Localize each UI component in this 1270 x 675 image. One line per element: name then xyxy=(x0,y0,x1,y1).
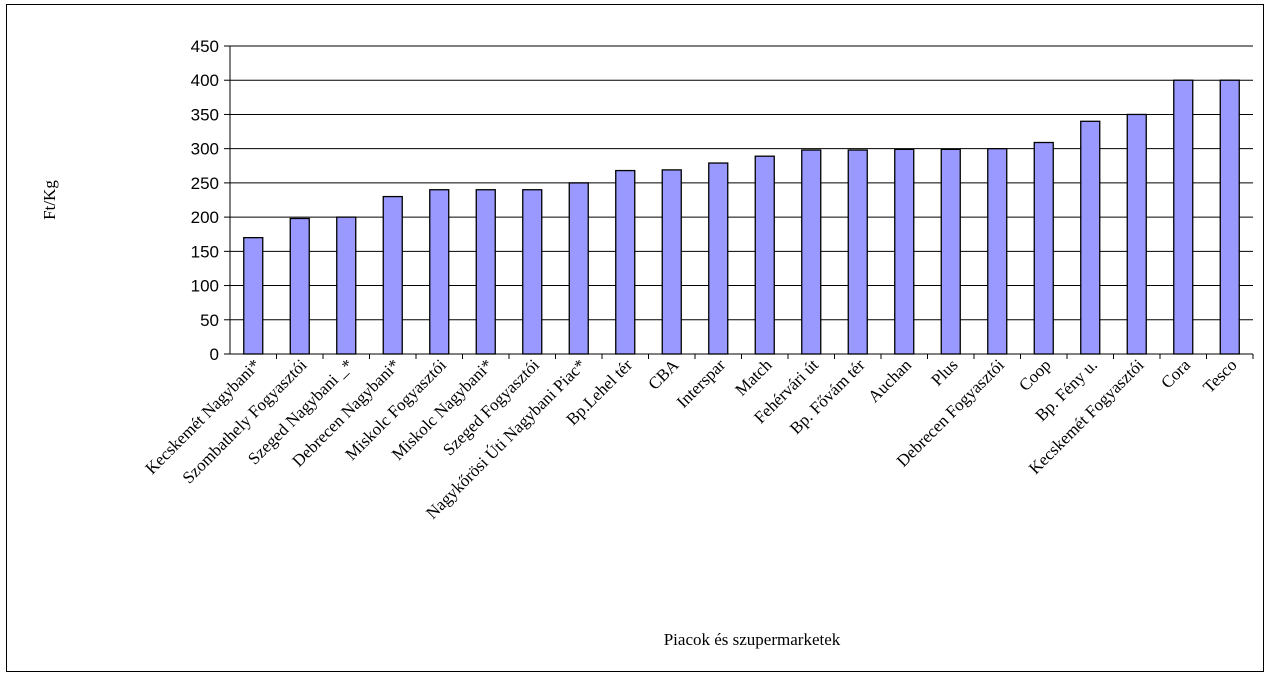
x-category-label: Cora xyxy=(1157,355,1194,392)
x-category-label: CBA xyxy=(644,355,683,394)
x-category-label: Auchan xyxy=(864,355,915,406)
bars xyxy=(243,79,1240,355)
bar xyxy=(568,182,589,355)
x-category-label: Tesco xyxy=(1199,355,1240,396)
bar xyxy=(1033,141,1054,355)
bar xyxy=(847,149,868,355)
x-category-label: Coop xyxy=(1015,355,1054,394)
bar xyxy=(522,189,543,355)
axes xyxy=(224,45,1254,359)
y-tick-label: 100 xyxy=(191,277,219,296)
bar xyxy=(708,162,729,355)
x-category-label: Interspar xyxy=(673,355,729,411)
bar xyxy=(1219,79,1240,355)
y-tick-labels: 0 50 100 150 200 250 300 350 400 450 xyxy=(191,37,219,364)
y-tick-label: 50 xyxy=(200,311,219,330)
y-tick-label: 0 xyxy=(210,345,219,364)
bar xyxy=(243,236,264,355)
x-category-label: Plus xyxy=(927,355,961,389)
x-category-label: Match xyxy=(731,355,775,399)
bar xyxy=(336,216,357,355)
bar xyxy=(894,148,915,355)
y-tick-label: 200 xyxy=(191,208,219,227)
bar-chart: 0 50 100 150 200 250 300 350 400 450 Kecskemét Na… xyxy=(40,37,1254,649)
x-axis-title: Piacok és szupermarketek xyxy=(664,630,841,649)
bar xyxy=(429,189,450,355)
bar xyxy=(801,149,822,355)
bar xyxy=(475,189,496,355)
x-category-labels: Kecskemét Nagybani*Szombathely Fogyasztó… xyxy=(141,355,1240,523)
y-axis-title: Ft/Kg xyxy=(40,180,59,220)
bar xyxy=(382,195,403,355)
bar xyxy=(289,217,310,355)
bar xyxy=(1173,79,1194,355)
bar xyxy=(987,148,1008,355)
y-tick-label: 450 xyxy=(191,37,219,56)
bar xyxy=(661,169,682,355)
y-tick-label: 350 xyxy=(191,105,219,124)
y-tick-label: 300 xyxy=(191,140,219,159)
bar xyxy=(754,155,775,355)
y-tick-label: 150 xyxy=(191,242,219,261)
bar xyxy=(1126,113,1147,355)
y-tick-label: 250 xyxy=(191,174,219,193)
chart-frame: 0 50 100 150 200 250 300 350 400 450 Kecskemét Na… xyxy=(6,4,1264,672)
bar xyxy=(1080,120,1101,355)
y-tick-label: 400 xyxy=(191,71,219,90)
bar xyxy=(615,169,636,355)
bar xyxy=(940,148,961,355)
